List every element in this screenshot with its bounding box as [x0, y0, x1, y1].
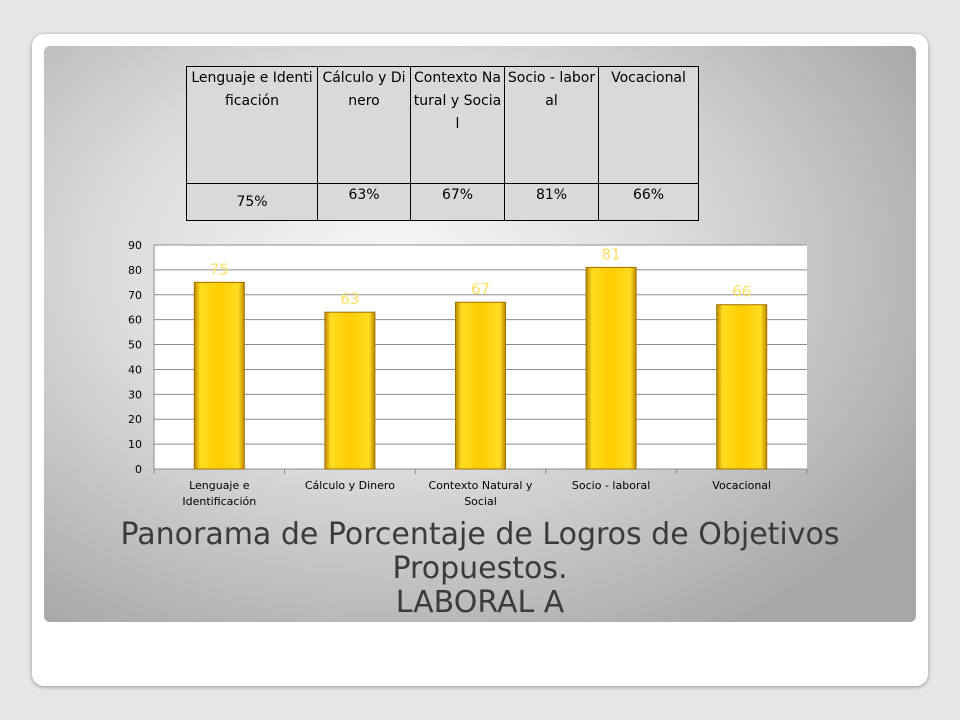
summary-value-cell: 66%: [598, 183, 699, 221]
title-line-1: Panorama de Porcentaje de Logros de Obje…: [120, 517, 840, 552]
y-tick-label: 60: [128, 314, 142, 327]
y-tick-label: 30: [128, 388, 142, 401]
bar: [585, 266, 637, 470]
x-tick-label: Contexto Natural y Social: [429, 479, 533, 508]
bar: [716, 304, 768, 470]
slide-title: Panorama de Porcentaje de Logros de Obje…: [44, 518, 916, 620]
bar-value-label: 75: [210, 260, 229, 278]
y-tick-label: 0: [135, 463, 142, 476]
summary-header-row: Lenguaje e Identificación Cálculo y Dine…: [186, 66, 699, 184]
y-tick-label: 80: [128, 264, 142, 277]
summary-header-cell: Lenguaje e Identificación: [186, 66, 318, 184]
slide-panel: Lenguaje e Identificación Cálculo y Dine…: [44, 46, 916, 622]
x-tick-label: Vocacional: [712, 479, 771, 492]
summary-value-cell: 75%: [186, 183, 318, 221]
x-tick-label: Lenguaje e Identificación: [182, 479, 256, 508]
bar-value-label: 66: [732, 283, 751, 301]
title-line-2: Propuestos.: [392, 551, 568, 586]
summary-value-cell: 67%: [410, 183, 505, 221]
summary-value-cell: 63%: [317, 183, 411, 221]
summary-header-cell: Cálculo y Dinero: [317, 66, 411, 184]
x-tick-label: Cálculo y Dinero: [305, 479, 395, 492]
summary-value-row: 75% 63% 67% 81% 66%: [186, 183, 699, 221]
y-tick-label: 90: [128, 239, 142, 252]
summary-header-cell: Socio - laboral: [504, 66, 599, 184]
bar: [455, 301, 506, 470]
y-tick-label: 10: [128, 438, 142, 451]
y-tick-label: 20: [128, 413, 142, 426]
bar-value-label: 63: [340, 290, 359, 308]
summary-value-cell: 81%: [504, 183, 599, 221]
bar-value-label: 67: [471, 280, 490, 298]
y-tick-label: 40: [128, 363, 142, 376]
y-tick-label: 50: [128, 339, 142, 352]
y-tick-label: 70: [128, 289, 142, 302]
bar: [193, 281, 245, 470]
title-line-3: LABORAL A: [395, 585, 565, 620]
x-tick-label: Socio - laboral: [572, 479, 650, 492]
bar-value-label: 81: [602, 245, 621, 263]
bar-chart: 75 63 67 81 66 0 10 20 30 40 50 60 70 80 90 Lenguaje …: [128, 239, 808, 508]
bar: [324, 311, 376, 470]
summary-table: Lenguaje e Identificación Cálculo y Dine…: [186, 66, 699, 221]
